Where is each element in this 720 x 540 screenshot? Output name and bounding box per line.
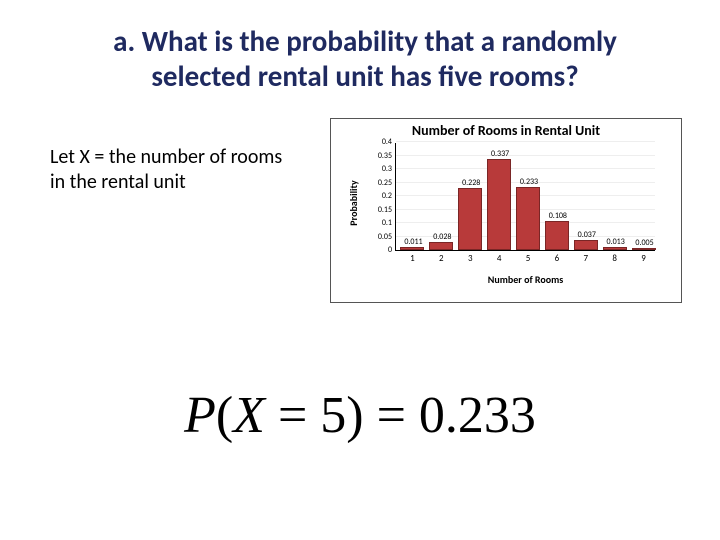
eq-X: X: [233, 387, 265, 444]
chart-bar: 0.011: [400, 247, 424, 250]
chart-bar: 0.337: [487, 159, 511, 250]
chart-xtick: 7: [574, 253, 598, 264]
chart-ytick: 0.25: [370, 178, 392, 188]
chart-plot-area: Probability Number of Rooms 00.050.10.15…: [371, 143, 661, 263]
chart-ytick: 0.15: [370, 205, 392, 215]
chart-ytick: 0: [370, 245, 392, 255]
heading-line2: selected rental unit has five rooms?: [50, 59, 680, 94]
chart-bar-label: 0.011: [398, 237, 428, 247]
chart-xtick: 9: [632, 253, 656, 264]
chart-xtick: 4: [487, 253, 511, 264]
let-definition: Let X = the number of rooms in the renta…: [50, 145, 300, 195]
chart-bar-label: 0.005: [630, 238, 660, 248]
chart-ytick: 0.3: [370, 164, 392, 174]
question-heading: a. What is the probability that a random…: [50, 24, 680, 94]
chart-bar: 0.028: [429, 242, 453, 250]
chart-gridline: [396, 155, 655, 156]
chart-bar: 0.228: [458, 188, 482, 250]
chart-ylabel: Probability: [347, 180, 360, 225]
chart-xtick: 6: [545, 253, 569, 264]
chart-bar: 0.005: [632, 248, 656, 250]
probability-chart: Number of Rooms in Rental Unit Probabili…: [330, 118, 682, 303]
chart-bar: 0.013: [603, 247, 627, 251]
chart-bar-label: 0.037: [572, 230, 602, 240]
chart-bar: 0.108: [545, 221, 569, 250]
chart-gridline: [396, 141, 655, 142]
chart-bar: 0.037: [574, 240, 598, 250]
eq-open: (: [216, 387, 233, 444]
chart-xtick: 5: [516, 253, 540, 264]
eq-mid: = 5) =: [265, 387, 419, 444]
chart-xtick: 3: [458, 253, 482, 264]
equation: P(X = 5) = 0.233: [0, 386, 720, 445]
chart-bar-label: 0.028: [427, 232, 457, 242]
heading-line1: a. What is the probability that a random…: [113, 23, 617, 59]
chart-bar: 0.233: [516, 187, 540, 250]
chart-bar-label: 0.228: [456, 178, 486, 188]
chart-ytick: 0.4: [370, 137, 392, 147]
chart-bar-label: 0.233: [514, 177, 544, 187]
chart-bar-label: 0.108: [543, 211, 573, 221]
chart-ytick: 0.35: [370, 151, 392, 161]
chart-xlabel: Number of Rooms: [396, 273, 655, 286]
chart-canvas: Number of Rooms 00.050.10.150.20.250.30.…: [395, 143, 655, 251]
chart-ytick: 0.05: [370, 232, 392, 242]
chart-bar-label: 0.013: [601, 237, 631, 247]
eq-rhs: 0.233: [419, 387, 536, 444]
chart-gridline: [396, 168, 655, 169]
chart-ytick: 0.2: [370, 191, 392, 201]
eq-P: P: [184, 387, 216, 444]
chart-ytick: 0.1: [370, 218, 392, 228]
chart-xtick: 8: [603, 253, 627, 264]
chart-xtick: 1: [400, 253, 424, 264]
chart-bar-label: 0.337: [485, 149, 515, 159]
chart-xtick: 2: [429, 253, 453, 264]
